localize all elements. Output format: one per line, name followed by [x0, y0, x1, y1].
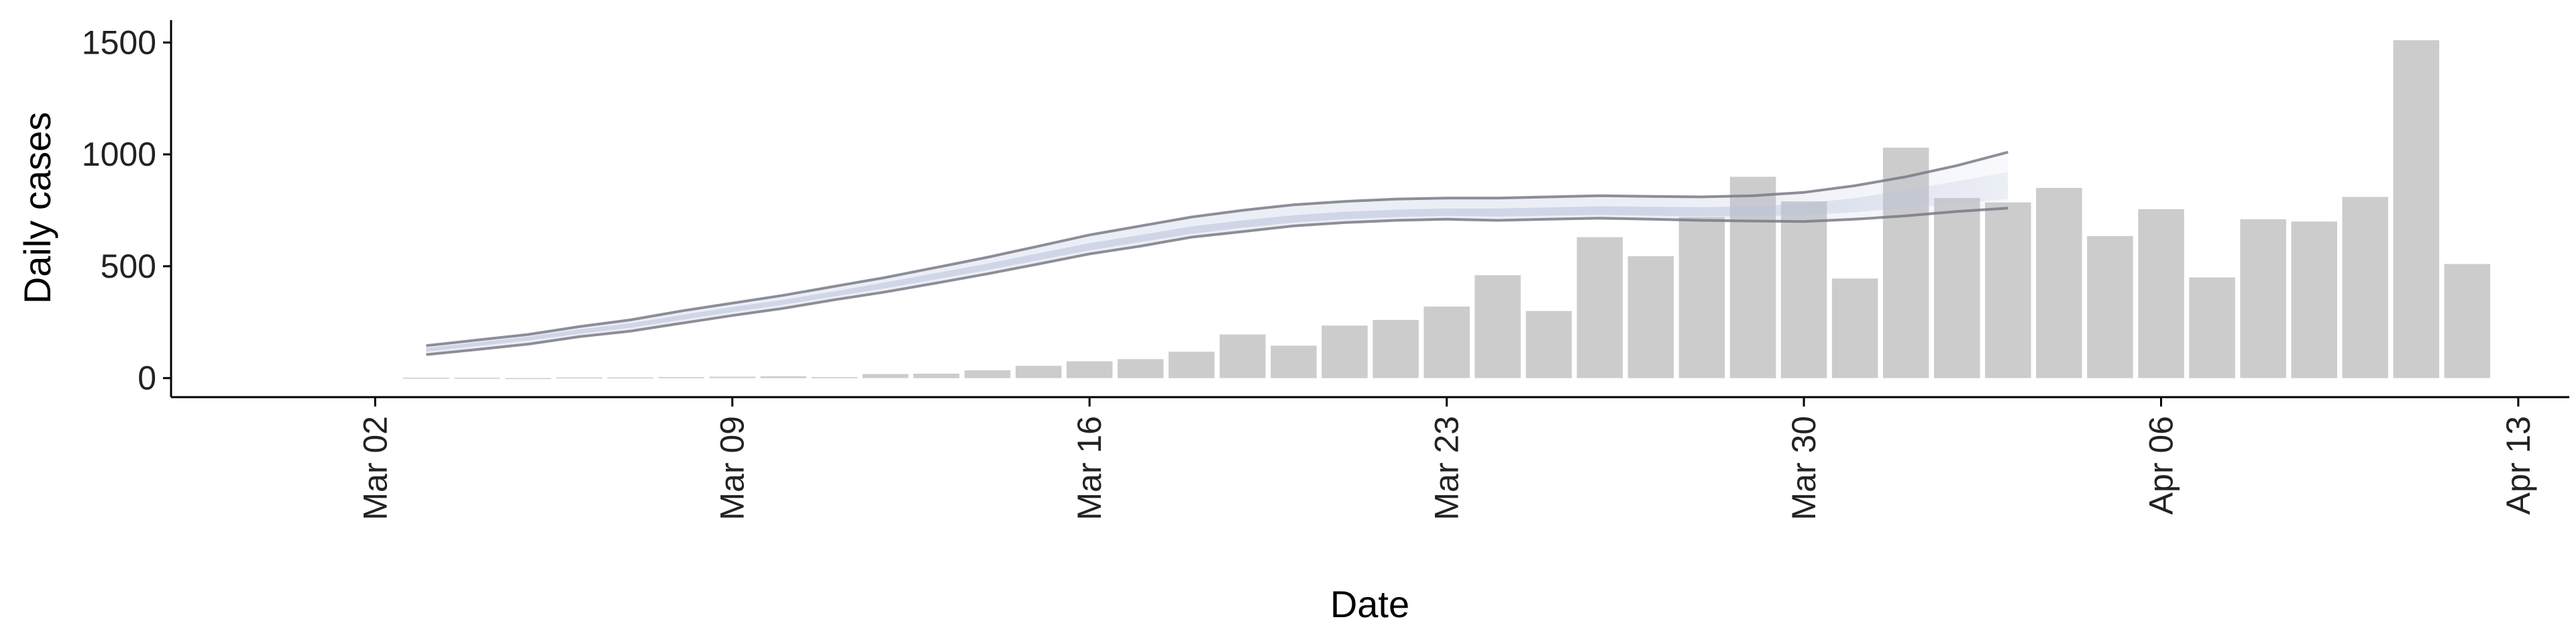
ticks-layer: 0 500 1000 1500 Mar 02 Mar 09 Mar 16 Mar 23 Mar …	[82, 23, 2537, 520]
bar	[709, 376, 755, 378]
bar	[1424, 306, 1470, 378]
y-tick-label: 500	[101, 248, 156, 285]
bar	[2189, 277, 2235, 378]
x-tick-label: Apr 06	[2143, 416, 2180, 515]
bar	[1934, 198, 1980, 378]
y-axis-title: Daily cases	[16, 112, 58, 304]
bar	[1780, 201, 1827, 378]
y-tick-label: 0	[138, 360, 156, 397]
y-tick-label: 1000	[82, 136, 156, 173]
bar	[1373, 319, 1419, 378]
bar	[454, 378, 500, 379]
bar	[1015, 366, 1062, 378]
x-tick-label: Mar 09	[714, 416, 751, 521]
bar	[760, 376, 806, 378]
bar	[1831, 278, 1878, 378]
axes-layer	[170, 20, 2569, 398]
x-axis-title: Date	[1330, 583, 1409, 625]
bar	[2240, 219, 2286, 378]
bar	[1066, 361, 1113, 378]
bar	[1985, 202, 2031, 378]
bar	[1525, 311, 1572, 378]
bar	[1169, 352, 1215, 378]
bar	[556, 377, 602, 379]
bar	[964, 370, 1011, 378]
bar	[2138, 209, 2184, 378]
bar	[862, 374, 909, 378]
x-tick-label: Mar 30	[1785, 416, 1823, 521]
upper-bound-line	[426, 150, 2008, 347]
bar	[2087, 235, 2133, 378]
bar	[811, 377, 858, 378]
bar	[1322, 325, 1368, 378]
bar	[1271, 345, 1317, 378]
bar	[1220, 334, 1266, 378]
y-tick-label: 1500	[82, 23, 156, 61]
bar	[1474, 275, 1521, 378]
bar	[505, 378, 551, 380]
bar	[1576, 237, 1623, 378]
bar	[2444, 264, 2491, 378]
bar	[2393, 40, 2440, 378]
bar	[913, 374, 960, 378]
bar	[403, 378, 449, 379]
outer-interval-band	[426, 152, 2008, 355]
estimate-layer	[426, 150, 2008, 356]
x-tick-label: Mar 02	[356, 416, 394, 521]
x-tick-label: Apr 13	[2500, 416, 2537, 515]
bar	[1678, 217, 1725, 378]
lower-bound-line	[426, 207, 2008, 356]
bar	[607, 377, 653, 379]
x-tick-label: Mar 16	[1071, 416, 1108, 521]
bar	[1627, 256, 1674, 378]
bar	[2291, 221, 2337, 378]
bar	[658, 377, 704, 378]
x-tick-label: Mar 23	[1428, 416, 1466, 521]
bar	[1118, 359, 1164, 378]
bar	[2342, 197, 2388, 378]
bar	[2036, 188, 2082, 378]
